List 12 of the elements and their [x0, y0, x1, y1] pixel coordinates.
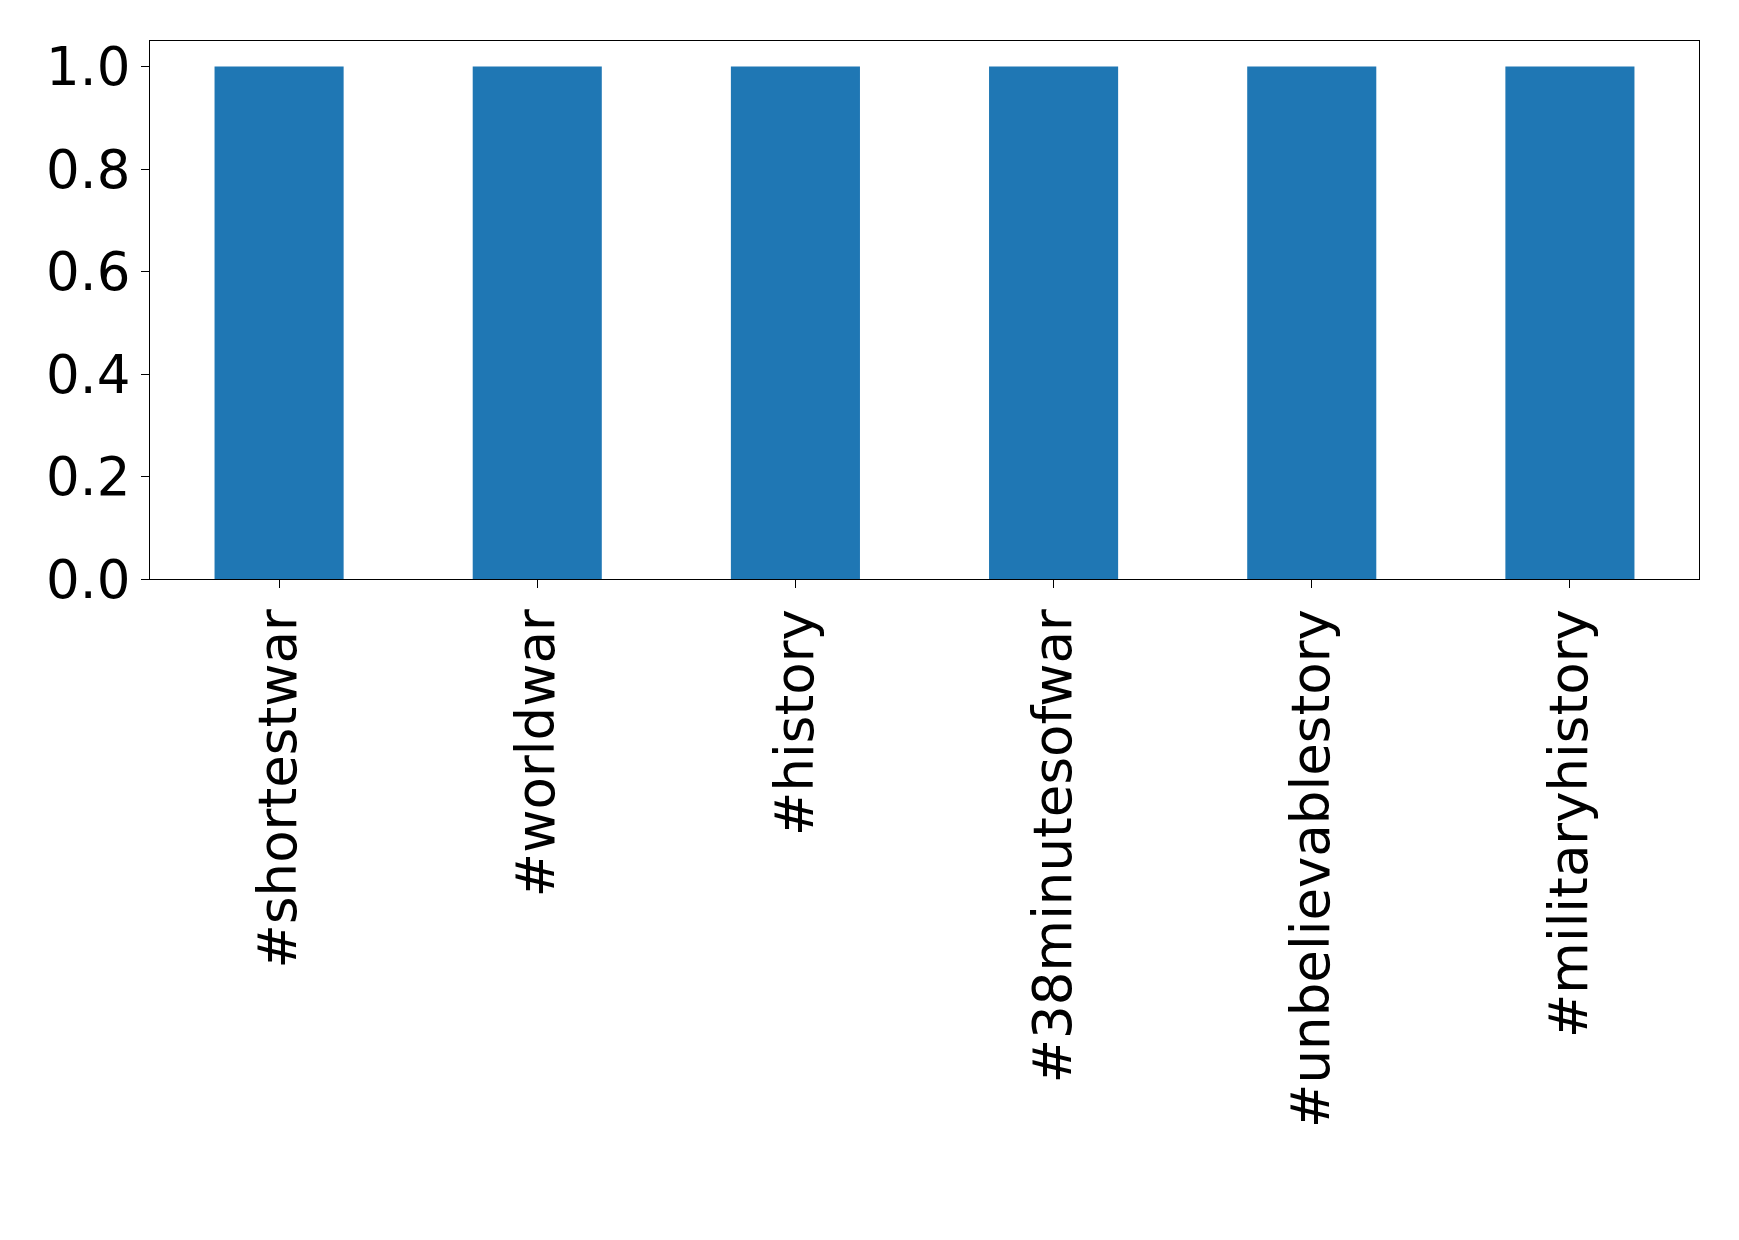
x-tick-label: #38minutesofwar: [1021, 608, 1083, 1084]
x-tick-label: #worldwar: [505, 609, 567, 898]
y-tick-label: 0.8: [46, 138, 131, 200]
y-tick-label: 0.4: [46, 343, 131, 405]
y-tick-label: 1.0: [46, 36, 131, 98]
x-tick-label: #unbelievablestory: [1279, 609, 1341, 1128]
y-tick-label: 0.2: [46, 446, 131, 508]
x-tick-label: #shortestwar: [247, 609, 309, 969]
x-tick-label: #militaryhistory: [1538, 609, 1600, 1039]
y-tick-label: 0.0: [46, 548, 131, 610]
y-tick-label: 0.6: [46, 241, 131, 303]
x-tick-label: #history: [763, 609, 825, 836]
